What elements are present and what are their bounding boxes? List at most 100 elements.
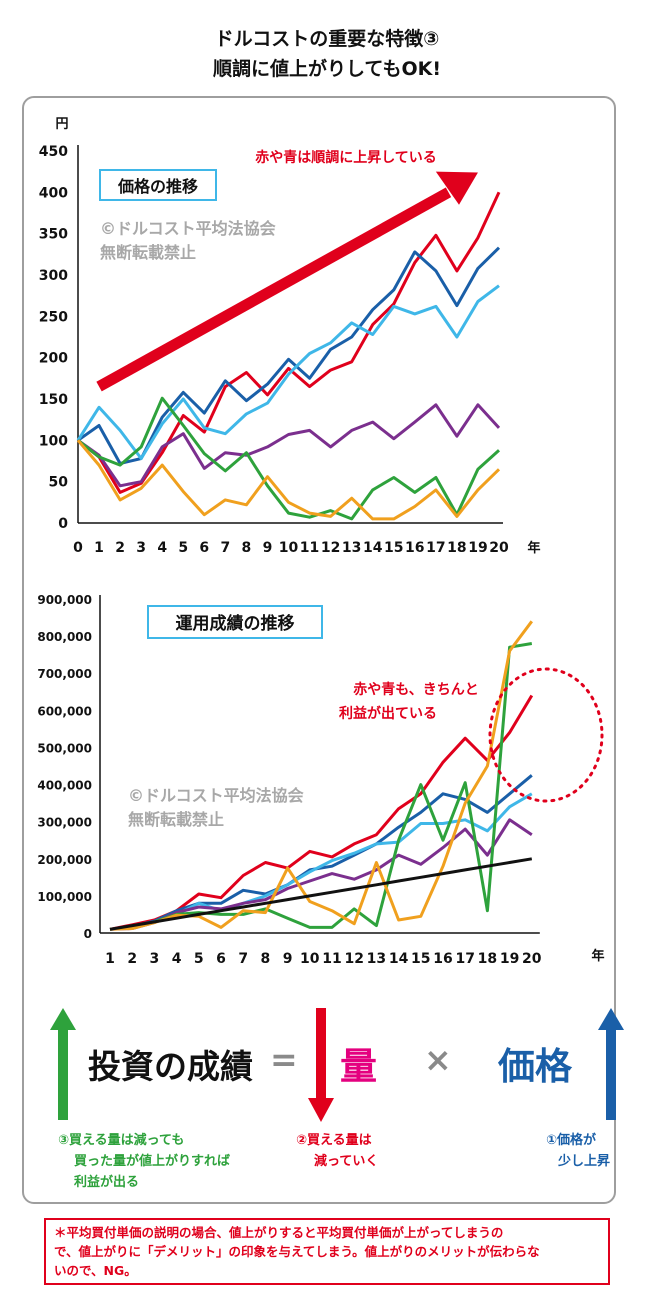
price-y-tick: 250: [39, 309, 68, 325]
perf-line-blue: [109, 774, 533, 931]
price-x-tick: 11: [300, 540, 319, 556]
formula-quantity: 量: [340, 1045, 377, 1088]
perf-x-tick: 15: [411, 951, 430, 967]
price-line-red: [77, 191, 501, 494]
up-arrow-green: [50, 1008, 76, 1120]
price-x-tick: 7: [220, 540, 230, 556]
price-x-tick: 9: [263, 540, 273, 556]
performance-chart: 0 100,000 200,000 300,000 400,000 500,000 600,…: [37, 593, 604, 967]
price-x-tick: 0: [73, 540, 83, 556]
price-y-tick: 100: [39, 433, 68, 449]
caption-left-2: 買った量が値上がりすれば: [74, 1154, 231, 1169]
caption-mid-2: 減っていく: [314, 1154, 379, 1169]
price-line-purple: [77, 403, 501, 488]
perf-x-tick: 4: [172, 951, 182, 967]
perf-x-tick: 2: [127, 951, 137, 967]
perf-line-orange: [109, 620, 534, 931]
perf-x-tick: 12: [344, 951, 363, 967]
trend-arrow-shaft: [96, 187, 452, 392]
caption-right-1: ①価格が: [546, 1133, 597, 1148]
price-x-tick: 14: [363, 540, 383, 556]
price-x-tick: 17: [426, 540, 445, 556]
price-x-tick: 16: [405, 540, 424, 556]
performance-chart-title-box: [147, 605, 323, 639]
caption-quantity: ②買える量は 減っていく: [296, 1130, 378, 1172]
price-y-tick: 350: [39, 227, 68, 243]
price-y-tick: 150: [39, 392, 68, 408]
highlight-circle: [488, 667, 604, 803]
copyright-2: 無断転載禁止: [100, 243, 196, 262]
perf-y-tick: 700,000: [37, 667, 92, 681]
price-y-tick: 300: [39, 268, 68, 284]
perf-x-tick: 13: [367, 951, 386, 967]
perf-y-tick: 400,000: [37, 779, 92, 793]
copyright-4: 無断転載禁止: [128, 810, 224, 829]
note-line-3: いので、NG。: [54, 1263, 137, 1278]
note-line-2: で、値上がりに「デメリット」の印象を与えてしまう。値上がりのメリットが伝わらな: [54, 1244, 540, 1259]
price-x-tick: 10: [279, 540, 299, 556]
price-y-unit: 円: [55, 117, 68, 132]
up-arrow-blue: [598, 1008, 624, 1120]
perf-x-unit: 年: [591, 948, 604, 964]
perf-x-tick: 19: [500, 951, 519, 967]
perf-x-tick: 6: [216, 951, 226, 967]
price-x-tick: 8: [242, 540, 252, 556]
price-line-orange: [76, 439, 501, 521]
formula-equals: =: [270, 1040, 298, 1079]
price-x-tick: 6: [199, 540, 209, 556]
perf-x-tick: 5: [194, 951, 204, 967]
note-box: ＊平均買付単価の説明の場合、値上がりすると平均買付単価が上がってしまうの で、値…: [44, 1218, 610, 1285]
price-line-cyan: [76, 284, 500, 460]
perf-line-purple: [109, 818, 533, 931]
caption-left-1: ③買える量は減っても: [58, 1133, 185, 1148]
perf-x-tick: 14: [389, 951, 409, 967]
price-y-tick: 0: [58, 516, 68, 532]
price-line-green: [77, 396, 501, 521]
title-line2: 順調に値上がりしてもOK!: [212, 58, 442, 80]
title-line1: ドルコストの重要な特徴③: [214, 28, 440, 50]
price-y-tick: 400: [39, 185, 68, 201]
price-y-tick: 50: [49, 475, 69, 491]
price-x-tick: 19: [468, 540, 487, 556]
perf-x-tick: 1: [105, 951, 115, 967]
perf-x-tick: 17: [455, 951, 474, 967]
perf-y-tick: 800,000: [37, 630, 92, 644]
price-chart-title: 価格の推移: [117, 177, 198, 196]
perf-y-tick: 500,000: [37, 741, 92, 755]
price-y-tick: 450: [39, 144, 68, 160]
formula-investment: 投資の成績: [88, 1047, 253, 1086]
caption-left-3: 利益が出る: [74, 1175, 140, 1190]
caption-quantity-value: ③買える量は減っても 買った量が値上がりすれば 利益が出る: [58, 1130, 230, 1193]
caption-mid-1: ②買える量は: [296, 1133, 372, 1148]
copyright-3: ©ドルコスト平均法協会: [128, 786, 304, 805]
performance-chart-title: 運用成績の推移: [176, 613, 295, 634]
perf-y-tick: 900,000: [37, 593, 92, 607]
price-x-tick: 13: [342, 540, 361, 556]
price-x-tick: 20: [489, 540, 509, 556]
perf-x-tick: 8: [261, 951, 271, 967]
perf-x-tick: 10: [300, 951, 320, 967]
price-x-tick: 12: [321, 540, 340, 556]
price-chart-annotation: 赤や青は順調に上昇している: [255, 149, 437, 166]
copyright-1: ©ドルコスト平均法協会: [100, 219, 276, 238]
performance-chart-annotation-2: 利益が出ている: [339, 705, 437, 722]
price-x-tick: 2: [115, 540, 125, 556]
perf-x-tick: 16: [433, 951, 452, 967]
price-chart-title-box: [99, 169, 217, 201]
note-line-1: ＊平均買付単価の説明の場合、値上がりすると平均買付単価が上がってしまうの: [54, 1225, 504, 1240]
formula-times: ×: [424, 1040, 452, 1079]
perf-y-tick: 100,000: [37, 890, 92, 904]
perf-x-tick: 9: [283, 951, 293, 967]
price-x-tick: 5: [178, 540, 188, 556]
perf-y-tick: 0: [84, 927, 92, 941]
perf-x-tick: 7: [238, 951, 248, 967]
formula-price: 価格: [498, 1045, 572, 1088]
price-x-unit: 年: [527, 540, 540, 556]
perf-x-tick: 18: [478, 951, 497, 967]
price-x-tick: 1: [94, 540, 104, 556]
down-arrow-red: [308, 1008, 334, 1122]
perf-line-black: [109, 857, 533, 931]
perf-x-tick: 3: [150, 951, 160, 967]
price-x-tick: 3: [136, 540, 146, 556]
